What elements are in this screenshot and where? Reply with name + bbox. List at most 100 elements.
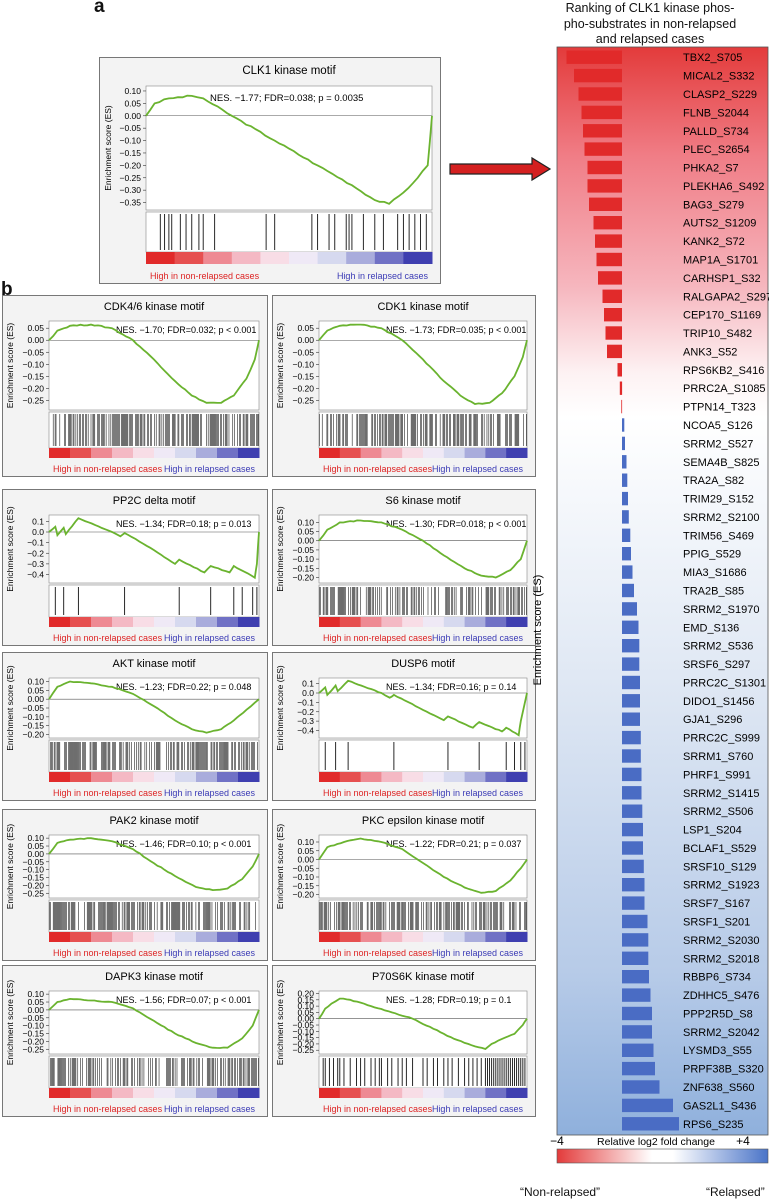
rank-color-segment [112,772,134,782]
ranking-bar [622,473,628,487]
gsea-plot-clk1: CLK1 kinase motif NES. −1.77; FDR=0.038; … [99,57,441,284]
y-tick-label: −0.4 [27,570,44,580]
y-tick-label: −0.15 [119,148,141,158]
stats-annotation: NES. −1.30; FDR=0.018; p < 0.001 [386,519,526,529]
ranking-bar [604,308,622,322]
ranking-bar [622,712,640,726]
rank-color-segment [91,932,113,942]
relapsed-side-label: High in relapsed cases [164,1104,256,1114]
rank-color-segment [485,1088,507,1098]
rank-color-segment [217,1088,239,1098]
ranking-bar [622,602,637,616]
rank-color-segment [464,1088,486,1098]
y-axis-label: Enrichment score (ES) [5,506,15,592]
rank-color-segment [423,448,445,458]
plot-title: CLK1 kinase motif [242,65,336,77]
gsea-plot-cdk46: CDK4/6 kinase motif NES. −1.70; FDR=0.032… [2,295,268,477]
ranking-bar [622,841,643,855]
rank-color-segment [238,1088,260,1098]
enrichment-curve [318,519,528,579]
y-tick-label: −0.10 [292,554,314,564]
ranking-bar [622,547,631,561]
ranking-bars [566,50,679,1131]
y-tick-label: −0.10 [22,865,44,875]
rank-color-segment [70,772,92,782]
ranking-bar-label: EMD_S136 [683,622,739,634]
enrichment-curve [48,997,260,1049]
relapsed-side-label: High in relapsed cases [432,1104,524,1114]
y-tick-label: −0.30 [119,185,141,195]
y-tick-label: −0.25 [22,888,44,898]
rank-color-segment [196,617,218,627]
ranking-bar-label: CLASP2_S229 [683,89,757,101]
ranking-bar-label: SRRM2_S536 [683,641,753,653]
rank-color-segment [146,252,176,264]
relapsed-side-label: High in relapsed cases [432,464,524,474]
ranking-bar [581,105,622,120]
ranking-bar [622,951,649,965]
y-tick-label: −0.05 [119,123,141,133]
y-tick-label: −0.05 [292,347,314,357]
ranking-bar [622,859,644,874]
y-axis-label: Enrichment score (ES) [275,824,285,910]
ranking-bar [589,197,622,211]
rank-color-segment [423,1088,445,1098]
rank-color-segment [238,772,260,782]
stats-annotation: NES. −1.46; FDR=0.10; p < 0.001 [116,839,251,849]
non-relapsed-side-label: High in non-relapsed cases [53,788,163,798]
ranking-bar [622,639,640,653]
ranking-bar-label: TRIM29_S152 [683,494,754,506]
ranking-bar [622,675,640,690]
rank-color-segment [374,252,404,264]
y-tick-label: −0.05 [22,347,44,357]
rank-color-segment [112,932,134,942]
ranking-bar-label: SRSF1_S201 [683,917,750,929]
y-axis-label: Enrichment score (ES) [5,323,15,409]
rank-color-segment [339,932,362,942]
rank-color-segment [339,448,362,458]
ranking-bar-label: PALLD_S734 [683,126,749,138]
y-tick-label: −0.05 [292,545,314,555]
relapsed-side-label: High in relapsed cases [164,633,256,643]
ranking-bar [622,822,643,837]
ranking-bar-label: LYSMD3_S55 [683,1045,752,1057]
ranking-bar-label: PRRC2A_S1085 [683,383,766,395]
ranking-bar [605,326,622,340]
y-tick-label: −0.3 [27,559,44,569]
relapsed-side-label: High in relapsed cases [337,271,429,281]
y-tick-label: 0.00 [27,694,44,704]
y-axis-label: Enrichment score (ES) [275,980,285,1066]
ranking-bar [622,988,651,1002]
ranking-bar [584,142,622,156]
y-tick-label: −0.05 [22,1013,44,1023]
ranking-bar [622,583,634,598]
rank-color-segment [464,932,486,942]
y-tick-label: 0.10 [297,1001,314,1011]
y-tick-label: 0.00 [297,335,314,345]
rank-color-segment [339,1088,362,1098]
plot-title: CDK4/6 kinase motif [104,301,205,313]
ranking-bar [607,344,622,359]
rank-color-segment [443,1088,466,1098]
gsea-plot-cdk1: CDK1 kinase motif NES. −1.73; FDR=0.035; … [272,295,536,477]
ranking-bar-label: SRRM2_S1970 [683,604,759,616]
rank-color-segment [231,252,261,264]
ranking-bar [622,878,645,892]
rank-color-segment [360,1088,382,1098]
rank-color-segment [91,1088,113,1098]
rank-color-segment [506,617,528,627]
ranking-labels: TBX2_S705 MICAL2_S332 CLASP2_S229 FLNB_S204… [683,52,769,1131]
ranking-bar [622,1117,679,1131]
ranking-bar [566,50,622,64]
ranking-bar [578,87,622,101]
rank-color-segment [403,252,433,264]
non-relapsed-label: “Non-relapsed” [520,1185,601,1199]
ranking-bar [587,179,622,193]
gsea-plot-dusp6: DUSP6 motif NES. −1.34; FDR=0.16; p = 0.1… [272,652,536,801]
rank-color-segment [339,772,362,782]
stats-annotation: NES. −1.70; FDR=0.032; p < 0.001 [116,325,256,335]
ranking-bar-label: RALGAPA2_S297 [683,291,769,303]
stats-annotation: NES. −1.22; FDR=0.21; p = 0.037 [386,839,521,849]
rank-color-segment [133,448,155,458]
rank-color-segment [133,617,155,627]
